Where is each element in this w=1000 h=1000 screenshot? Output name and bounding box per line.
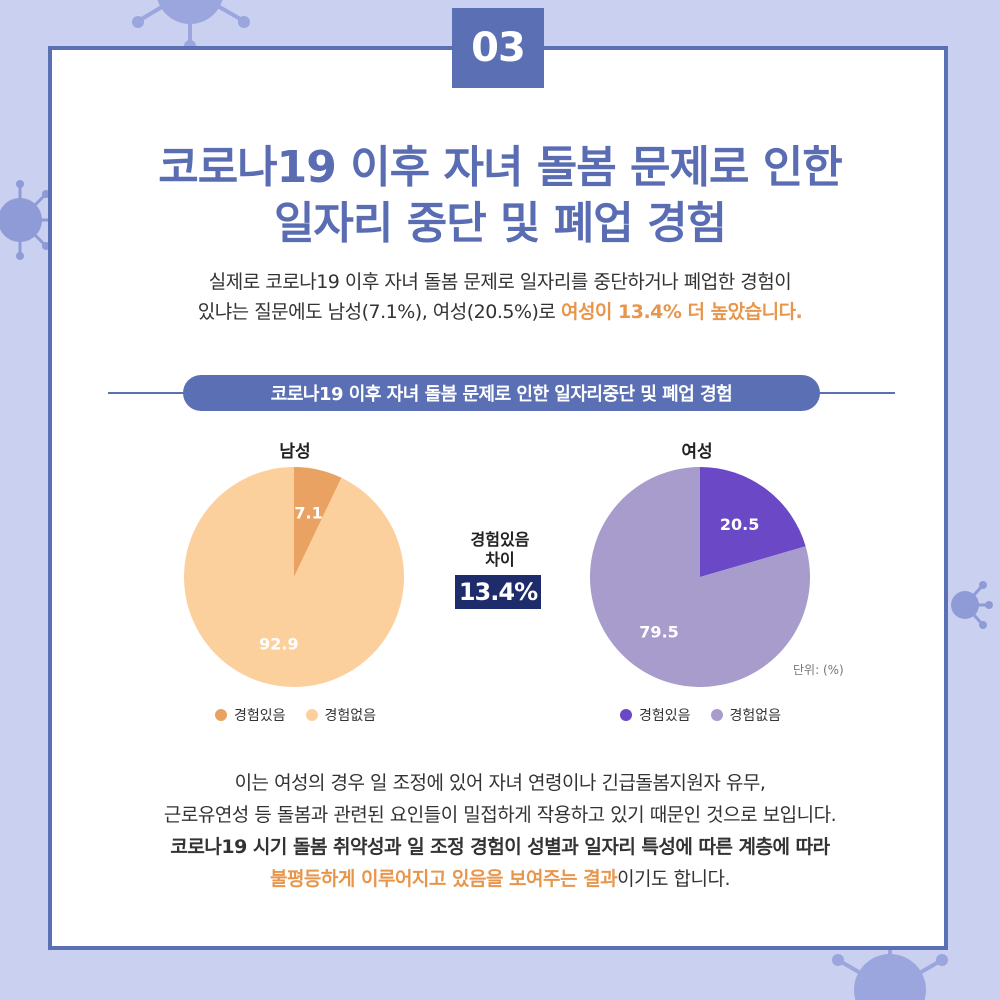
intro-line1: 실제로 코로나19 이후 자녀 돌봄 문제로 일자리를 중단하거나 폐업한 경험… (208, 271, 792, 293)
bottom-line4: 불평등하게 이루어지고 있음을 보여주는 결과이기도 합니다. (0, 864, 1000, 894)
legend-label: 경험있음 (234, 708, 286, 724)
intro-line2: 있냐는 질문에도 남성(7.1%), 여성(20.5%)로 여성이 13.4% … (0, 298, 1000, 326)
female-legend: 경험있음 경험없음 (620, 705, 781, 725)
difference-value: 13.4% (455, 575, 541, 609)
difference-label-line2: 차이 (485, 550, 515, 569)
pie-slice-no (183, 467, 404, 687)
male-legend: 경험있음 경험없음 (215, 705, 376, 725)
difference-label-line1: 경험있음 (470, 530, 530, 549)
bottom-line1: 이는 여성의 경우 일 조정에 있어 자녀 연령이나 긴급돌봄지원자 유무, (234, 772, 766, 794)
pie-slice-yes (700, 467, 806, 577)
bottom-line3: 코로나19 시기 돌봄 취약성과 일 조정 경험이 성별과 일자리 특성에 따른… (170, 836, 830, 858)
difference-label: 경험있음 차이 (430, 530, 570, 570)
legend-label: 경험있음 (639, 708, 691, 724)
section-title: 코로나19 이후 자녀 돌봄 문제로 인한 일자리중단 및 폐업 경험 (183, 375, 820, 411)
page-title-line1: 코로나19 이후 자녀 돌봄 문제로 인한 (158, 142, 843, 193)
bottom-line2: 근로유연성 등 돌봄과 관련된 요인들이 밀접하게 작용하고 있기 때문인 것으… (163, 804, 837, 826)
legend-swatch (215, 709, 227, 721)
page-title-line2: 일자리 중단 및 폐업 경험 (273, 198, 727, 249)
female-pie-chart: 20.5 79.5 (590, 467, 810, 687)
virus-icon (832, 930, 948, 1000)
bottom-line4-highlight: 불평등하게 이루어지고 있음을 보여주는 결과 (269, 868, 618, 890)
divider-right (815, 392, 895, 394)
content-panel (48, 46, 948, 950)
legend-label: 경험없음 (729, 708, 782, 724)
virus-icon (951, 581, 993, 629)
pie-data-label: 92.9 (259, 635, 298, 654)
pie-data-label: 7.1 (294, 504, 322, 523)
legend-swatch (710, 709, 723, 721)
legend-swatch (305, 709, 318, 721)
legend-item: 경험있음 (620, 705, 691, 725)
intro-highlight: 여성이 13.4% 더 높았습니다. (560, 301, 803, 323)
pie-data-label: 20.5 (720, 515, 759, 534)
female-chart-title: 여성 (681, 442, 713, 462)
intro-line2-text: 있냐는 질문에도 남성(7.1%), 여성(20.5%)로 (197, 301, 561, 323)
pie-slice-yes (294, 467, 342, 577)
bottom-line4-text: 이기도 합니다. (617, 868, 731, 890)
section-number-badge: 03 (452, 8, 544, 88)
male-chart-title: 남성 (279, 442, 311, 462)
legend-item: 경험있음 (215, 705, 286, 725)
legend-item: 경험없음 (305, 705, 377, 725)
unit-label: 단위: (%) (793, 663, 844, 677)
male-pie-chart: 7.1 92.9 (183, 467, 404, 687)
legend-item: 경험없음 (710, 705, 782, 725)
pie-slice-no (590, 467, 810, 687)
legend-swatch (620, 709, 632, 721)
divider-left (108, 392, 188, 394)
legend-label: 경험없음 (324, 708, 377, 724)
pie-data-label: 79.5 (639, 623, 678, 642)
